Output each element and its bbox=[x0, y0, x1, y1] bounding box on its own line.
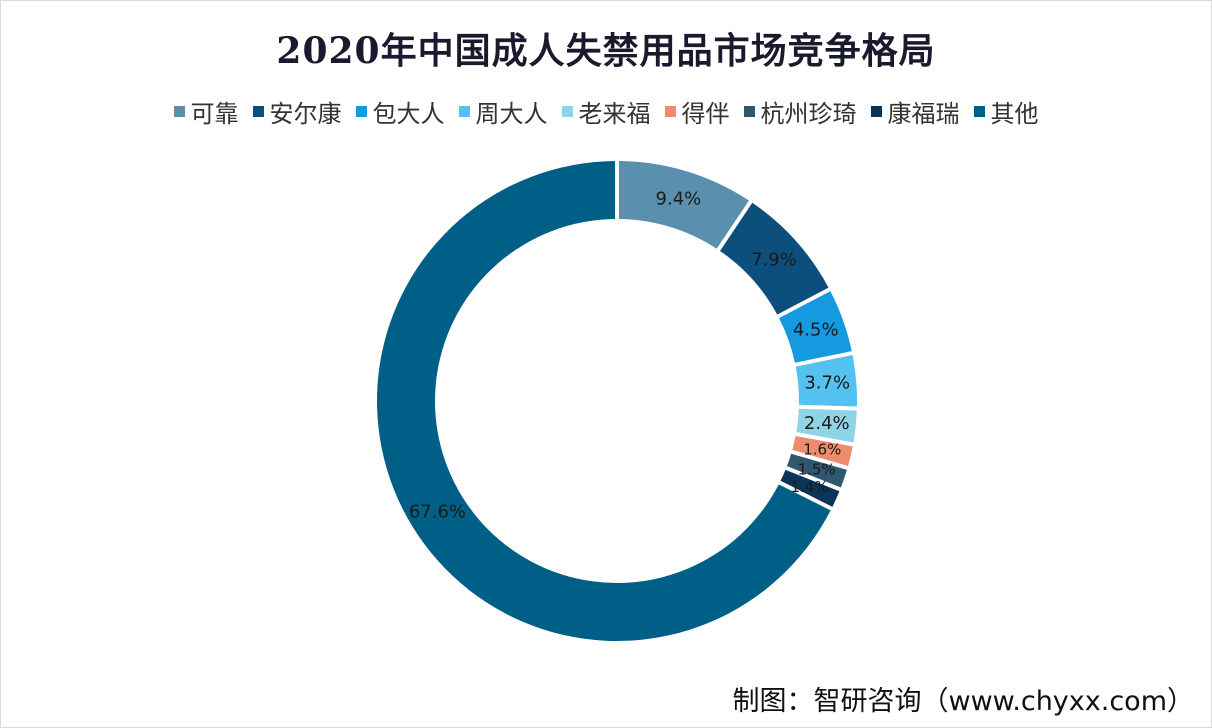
legend-label: 杭州珍琦 bbox=[760, 100, 857, 128]
slice-label: 67.6% bbox=[409, 501, 466, 522]
legend-swatch bbox=[173, 106, 185, 117]
donut-slice bbox=[796, 408, 857, 443]
donut-slice bbox=[795, 355, 858, 407]
legend-item: 安尔康 bbox=[252, 94, 342, 129]
slice-label: 1.6% bbox=[803, 441, 841, 459]
legend-label: 其他 bbox=[990, 100, 1039, 128]
legend-label: 得伴 bbox=[681, 100, 730, 128]
legend-label: 康福瑞 bbox=[887, 100, 960, 128]
legend-label: 周大人 bbox=[475, 100, 548, 128]
slice-label: 7.9% bbox=[751, 249, 797, 270]
legend-item: 其他 bbox=[973, 94, 1039, 129]
slice-label: 1.5% bbox=[798, 460, 836, 478]
donut-slice bbox=[779, 291, 852, 363]
legend-item: 周大人 bbox=[458, 94, 548, 129]
donut-slice bbox=[619, 161, 749, 249]
legend-item: 杭州珍琦 bbox=[743, 94, 857, 129]
chart-title: 2020年中国成人失禁用品市场竞争格局 bbox=[276, 30, 936, 72]
legend-swatch bbox=[355, 106, 367, 117]
legend-item: 包大人 bbox=[355, 94, 445, 129]
legend-label: 老来福 bbox=[578, 100, 651, 128]
chart-legend: 可靠 安尔康 包大人 周大人 老来福 得伴 杭州珍琦 康福瑞 其他 bbox=[0, 94, 1212, 129]
legend-item: 可靠 bbox=[173, 94, 239, 129]
slice-label: 3.7% bbox=[804, 373, 850, 394]
slice-label: 4.5% bbox=[793, 320, 839, 341]
legend-item: 老来福 bbox=[561, 94, 651, 129]
legend-label: 包大人 bbox=[372, 100, 445, 128]
legend-swatch bbox=[458, 106, 470, 117]
legend-item: 康福瑞 bbox=[870, 94, 960, 129]
donut-slice bbox=[720, 202, 829, 315]
legend-swatch bbox=[973, 106, 985, 117]
donut-slice bbox=[792, 435, 853, 467]
slice-label: 1.4% bbox=[791, 478, 829, 496]
donut-slices bbox=[377, 161, 858, 642]
legend-swatch bbox=[561, 106, 573, 117]
donut-labels: 9.4% 7.9% 4.5% 3.7% 2.4% 1.6%1.5%1.4% 67.6% bbox=[409, 189, 850, 523]
slice-label: 9.4% bbox=[656, 189, 702, 210]
donut-slice bbox=[786, 453, 847, 488]
slice-label: 2.4% bbox=[804, 413, 850, 434]
legend-label: 安尔康 bbox=[269, 100, 342, 128]
donut-slice bbox=[780, 469, 840, 507]
legend-swatch bbox=[252, 106, 264, 117]
legend-swatch bbox=[664, 106, 676, 117]
legend-item: 得伴 bbox=[664, 94, 730, 129]
source-credit: 制图：智研咨询（www.chyxx.com） bbox=[732, 686, 1195, 717]
legend-swatch bbox=[743, 106, 755, 117]
legend-label: 可靠 bbox=[190, 100, 239, 128]
legend-swatch bbox=[870, 106, 882, 117]
